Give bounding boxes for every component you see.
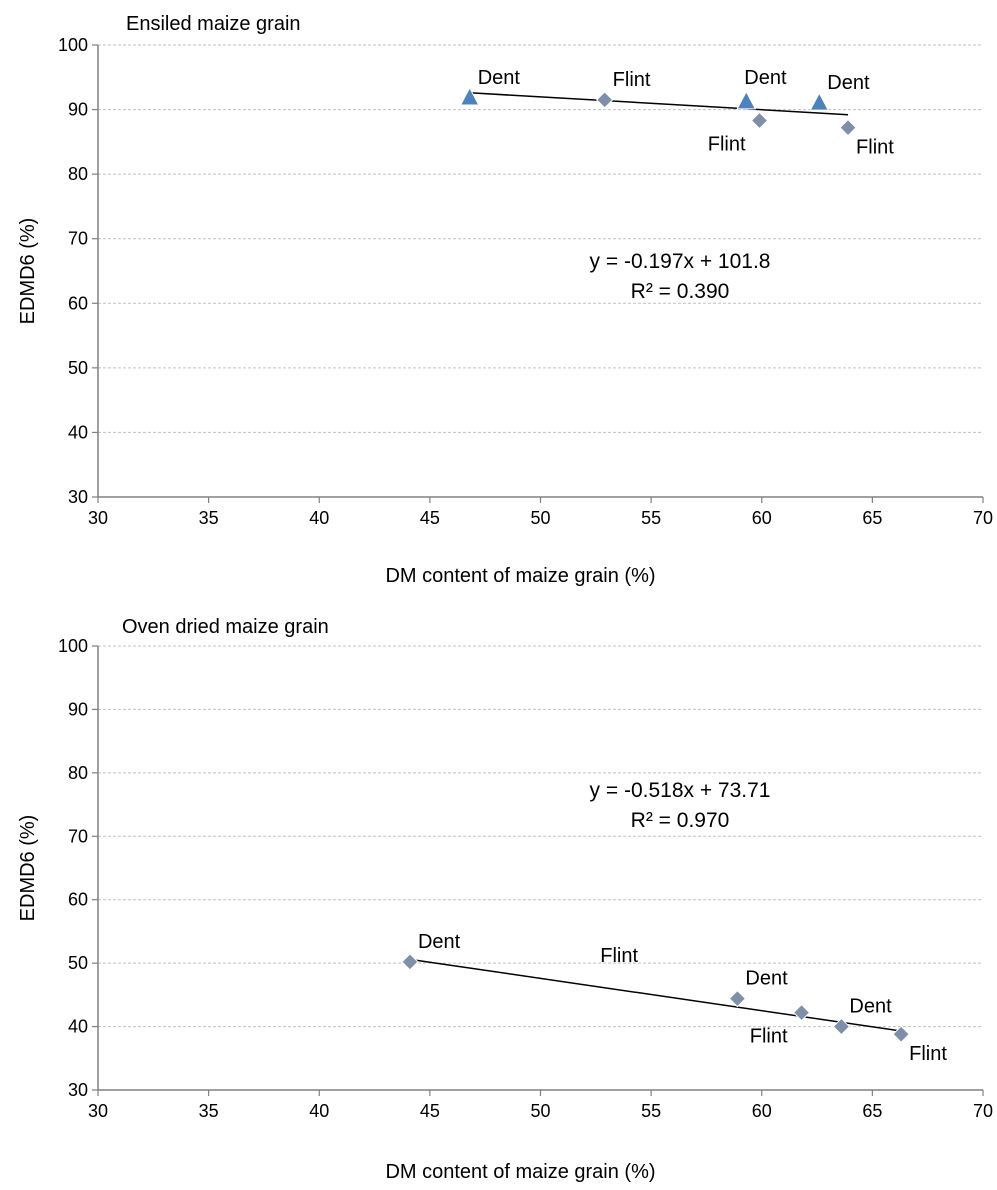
triangle-marker (736, 90, 757, 110)
diamond-marker (750, 111, 769, 130)
chart-panel-1: 30 40 50 60 70 80 90 100 30 35 40 45 50 55 60 65 70 Ensil… (17, 13, 993, 587)
x-tick-label: 50 (530, 508, 550, 528)
x-tick-label: 40 (309, 1101, 329, 1121)
point-label: Flint (600, 945, 638, 967)
x-tick-label: 50 (530, 1101, 550, 1121)
y-tick-label: 70 (68, 826, 88, 846)
x-tick-label: 45 (420, 508, 440, 528)
diamond-marker (792, 1003, 811, 1022)
y-tick-label: 80 (68, 763, 88, 783)
y-tick-label: 60 (68, 293, 88, 313)
diamond-marker (892, 1025, 910, 1043)
point-label: Dent (827, 72, 870, 94)
regression-annotation: y = -0.518x + 73.71 (590, 779, 771, 802)
y-tick-label: 70 (68, 229, 88, 249)
chart-title: Oven dried maize grain (122, 616, 329, 638)
point-label: Dent (478, 67, 521, 89)
x-tick-label: 30 (88, 508, 108, 528)
chart-title: Ensiled maize grain (126, 13, 301, 35)
y-axis-title: EDMD6 (%) (17, 218, 39, 325)
y-tick-label: 80 (68, 164, 88, 184)
y-tick-label: 30 (68, 487, 88, 507)
y-tick-label: 100 (58, 636, 88, 656)
point-label: Flint (613, 69, 651, 91)
y-tick-label: 90 (68, 100, 88, 120)
x-tick-label: 55 (641, 1101, 661, 1121)
point-label: Dent (745, 968, 788, 990)
point-label: Dent (849, 996, 892, 1018)
point-label: Flint (708, 134, 746, 156)
chart-panel-2: 30 40 50 60 70 80 90 100 30 35 40 45 50 55 60 65 70 Oven … (17, 616, 993, 1183)
y-tick-label: 40 (68, 422, 88, 442)
y-tick-label: 30 (68, 1080, 88, 1100)
point-label: Dent (418, 931, 461, 953)
x-tick-label: 30 (88, 1101, 108, 1121)
x-tick-label: 65 (862, 508, 882, 528)
y-tick-label: 60 (68, 890, 88, 910)
y-tick-label: 50 (68, 358, 88, 378)
x-tick-label: 45 (420, 1101, 440, 1121)
triangle-marker (809, 92, 830, 111)
x-tick-label: 35 (199, 508, 219, 528)
x-tick-label: 35 (199, 1101, 219, 1121)
regression-annotation: R² = 0.390 (631, 280, 730, 303)
trendline (469, 92, 849, 116)
y-tick-label: 90 (68, 699, 88, 719)
y-axis-title: EDMD6 (%) (17, 815, 39, 922)
x-tick-label: 60 (752, 508, 772, 528)
diamond-marker (728, 989, 747, 1008)
x-tick-label: 70 (973, 508, 993, 528)
y-tick-label: 40 (68, 1017, 88, 1037)
x-tick-label: 40 (309, 508, 329, 528)
y-tick-label: 100 (58, 35, 88, 55)
diamond-marker (401, 953, 419, 971)
x-tick-label: 55 (641, 508, 661, 528)
point-label: Flint (856, 137, 894, 159)
diamond-marker (595, 91, 614, 109)
x-tick-label: 70 (973, 1101, 993, 1121)
diamond-marker (839, 118, 857, 137)
x-axis-title: DM content of maize grain (%) (385, 565, 655, 587)
x-tick-label: 65 (862, 1101, 882, 1121)
regression-annotation: y = -0.197x + 101.8 (590, 250, 771, 273)
x-axis-title: DM content of maize grain (%) (385, 1161, 655, 1183)
triangle-marker (459, 86, 480, 106)
regression-annotation: R² = 0.970 (631, 809, 730, 832)
point-label: Flint (750, 1026, 788, 1048)
trendline (409, 958, 902, 1032)
point-label: Flint (909, 1043, 947, 1065)
diamond-marker (832, 1017, 851, 1036)
y-tick-label: 50 (68, 953, 88, 973)
x-tick-label: 60 (752, 1101, 772, 1121)
point-label: Dent (744, 67, 787, 89)
